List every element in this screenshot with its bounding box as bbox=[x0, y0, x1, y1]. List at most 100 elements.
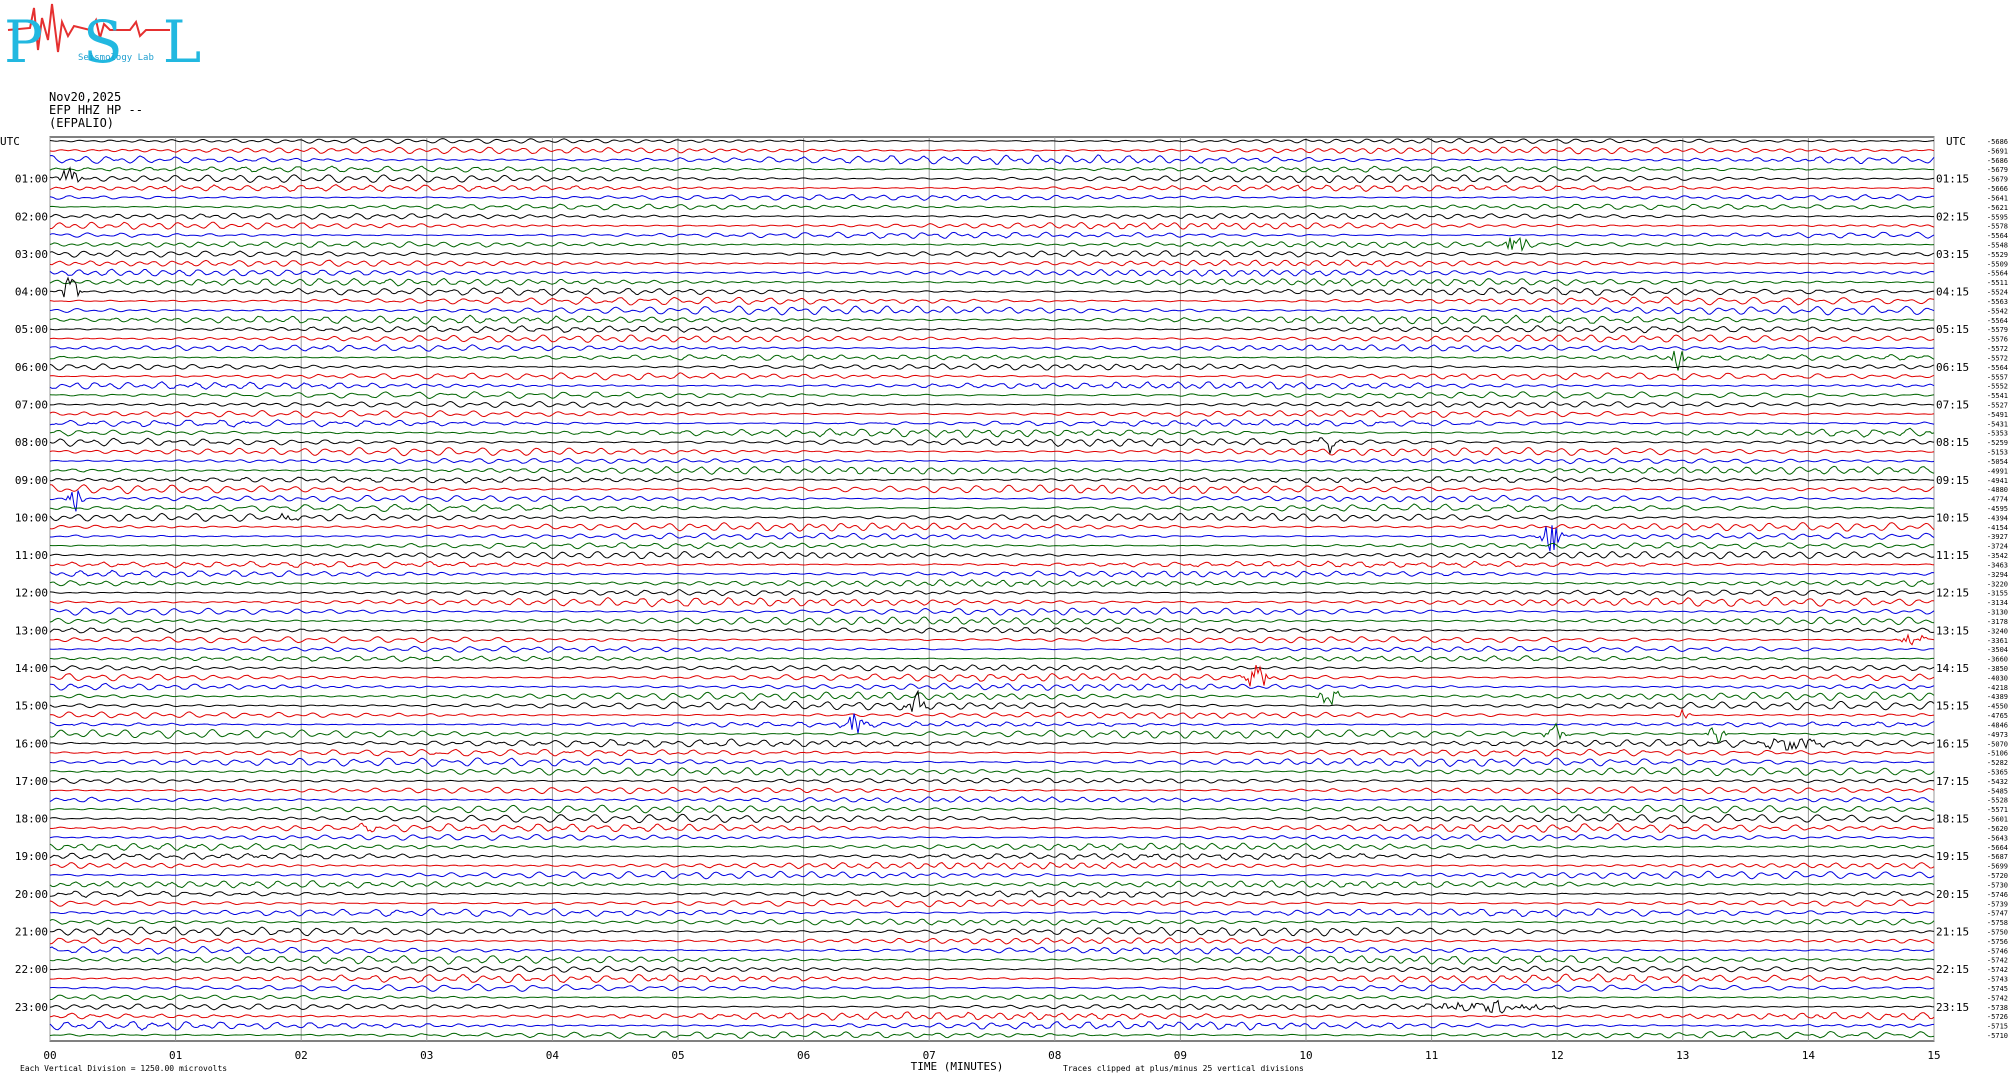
minute-label: 13 bbox=[1676, 1049, 1689, 1062]
trace bbox=[49, 490, 1935, 512]
trace bbox=[49, 350, 1935, 371]
line-offset: -5699 bbox=[1987, 863, 2008, 871]
trace bbox=[50, 525, 1935, 552]
hour-label-left: 12:00 bbox=[15, 587, 48, 600]
trace bbox=[49, 277, 1934, 287]
trace bbox=[49, 259, 1935, 267]
trace bbox=[49, 569, 1935, 578]
trace bbox=[49, 250, 1935, 258]
trace bbox=[49, 305, 1935, 316]
line-offset: -3240 bbox=[1987, 627, 2008, 635]
line-offset: -5710 bbox=[1987, 1032, 2008, 1040]
line-offset: -5746 bbox=[1987, 947, 2008, 955]
line-offset: -3463 bbox=[1987, 561, 2008, 569]
minute-label: 04 bbox=[546, 1049, 560, 1062]
line-offset: -5571 bbox=[1987, 806, 2008, 814]
line-offset: -5572 bbox=[1987, 354, 2008, 362]
hour-label-left: 13:00 bbox=[15, 624, 48, 637]
line-offset: -5747 bbox=[1987, 910, 2008, 918]
line-offset: -5106 bbox=[1987, 750, 2008, 758]
trace bbox=[49, 852, 1935, 861]
trace bbox=[49, 344, 1935, 352]
line-offset: -5524 bbox=[1987, 289, 2008, 297]
trace bbox=[49, 296, 1935, 306]
trace bbox=[49, 757, 1935, 768]
line-offset: -5431 bbox=[1987, 420, 2008, 428]
line-offset: -5679 bbox=[1987, 176, 2008, 184]
line-offset: -5643 bbox=[1987, 834, 2008, 842]
line-offset: -3850 bbox=[1987, 665, 2008, 673]
trace bbox=[49, 796, 1935, 803]
line-offset: -5511 bbox=[1987, 279, 2008, 287]
left-title: UTC bbox=[0, 135, 20, 148]
hour-label-left: 03:00 bbox=[15, 248, 48, 261]
minute-label: 08 bbox=[1048, 1049, 1061, 1062]
minute-label: 00 bbox=[43, 1049, 56, 1062]
trace bbox=[49, 484, 1935, 495]
line-offset: -5564 bbox=[1987, 364, 2008, 372]
hour-label-left: 18:00 bbox=[15, 813, 48, 826]
trace bbox=[49, 427, 1935, 438]
line-offset: -3178 bbox=[1987, 618, 2008, 626]
trace bbox=[49, 946, 1935, 955]
trace bbox=[49, 999, 1935, 1014]
line-offset: -5687 bbox=[1987, 853, 2008, 861]
trace bbox=[49, 870, 1935, 880]
trace bbox=[49, 899, 1935, 908]
trace bbox=[49, 994, 1935, 1001]
minute-label: 15 bbox=[1927, 1049, 1940, 1062]
logo-wave bbox=[7, 3, 170, 53]
hour-label-left: 23:00 bbox=[15, 1001, 48, 1014]
trace bbox=[49, 804, 1935, 814]
trace bbox=[49, 965, 1935, 973]
line-offset: -4550 bbox=[1987, 703, 2008, 711]
line-offset: -5563 bbox=[1987, 298, 2008, 306]
hour-label-right: 07:15 bbox=[1936, 398, 1969, 411]
line-offset: -5641 bbox=[1987, 194, 2008, 202]
date: Nov20,2025 bbox=[49, 90, 121, 104]
trace bbox=[49, 616, 1935, 626]
trace bbox=[49, 813, 1935, 824]
trace bbox=[49, 926, 1935, 937]
line-offset: -4973 bbox=[1987, 731, 2008, 739]
trace bbox=[49, 689, 1935, 712]
hour-label-right: 06:15 bbox=[1936, 361, 1969, 374]
hour-label-right: 19:15 bbox=[1936, 850, 1969, 863]
hour-label-right: 09:15 bbox=[1936, 474, 1969, 487]
minute-label: 01 bbox=[169, 1049, 182, 1062]
trace bbox=[49, 738, 1935, 751]
line-offset: -5070 bbox=[1987, 740, 2008, 748]
trace bbox=[49, 766, 1935, 776]
line-offset: -5432 bbox=[1987, 778, 2008, 786]
hour-label-right: 02:15 bbox=[1936, 210, 1969, 223]
hour-label-left: 04:00 bbox=[15, 286, 48, 299]
trace bbox=[49, 748, 1935, 757]
logo-subtitle: Seismology Lab bbox=[78, 53, 154, 63]
trace bbox=[49, 165, 1935, 173]
line-offset: -5664 bbox=[1987, 844, 2008, 852]
line-offset: -4941 bbox=[1987, 477, 2008, 485]
minute-label: 05 bbox=[671, 1049, 684, 1062]
hour-label-left: 06:00 bbox=[15, 361, 48, 374]
trace bbox=[49, 231, 1935, 239]
line-offset: -3294 bbox=[1987, 571, 2008, 579]
line-offset: -5491 bbox=[1987, 411, 2008, 419]
line-offset: -3361 bbox=[1987, 637, 2008, 645]
hour-label-right: 22:15 bbox=[1936, 963, 1969, 976]
hour-label-left: 05:00 bbox=[15, 323, 48, 336]
trace bbox=[49, 560, 1935, 569]
trace bbox=[49, 833, 1935, 841]
trace bbox=[49, 276, 1935, 298]
line-offset: -5548 bbox=[1987, 242, 2008, 250]
trace bbox=[49, 842, 1935, 851]
trace bbox=[49, 937, 1935, 945]
line-offset: -5509 bbox=[1987, 260, 2008, 268]
line-offset: -5758 bbox=[1987, 919, 2008, 927]
line-offset: -5576 bbox=[1987, 336, 2008, 344]
hour-label-right: 01:15 bbox=[1936, 173, 1969, 186]
line-offset: -5541 bbox=[1987, 392, 2008, 400]
trace bbox=[49, 314, 1935, 325]
line-offset: -4218 bbox=[1987, 684, 2008, 692]
line-offset: -3660 bbox=[1987, 656, 2008, 664]
